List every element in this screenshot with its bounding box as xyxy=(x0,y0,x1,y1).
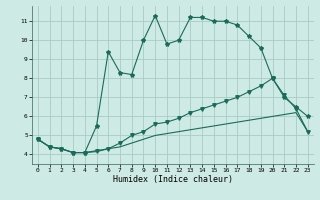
X-axis label: Humidex (Indice chaleur): Humidex (Indice chaleur) xyxy=(113,175,233,184)
